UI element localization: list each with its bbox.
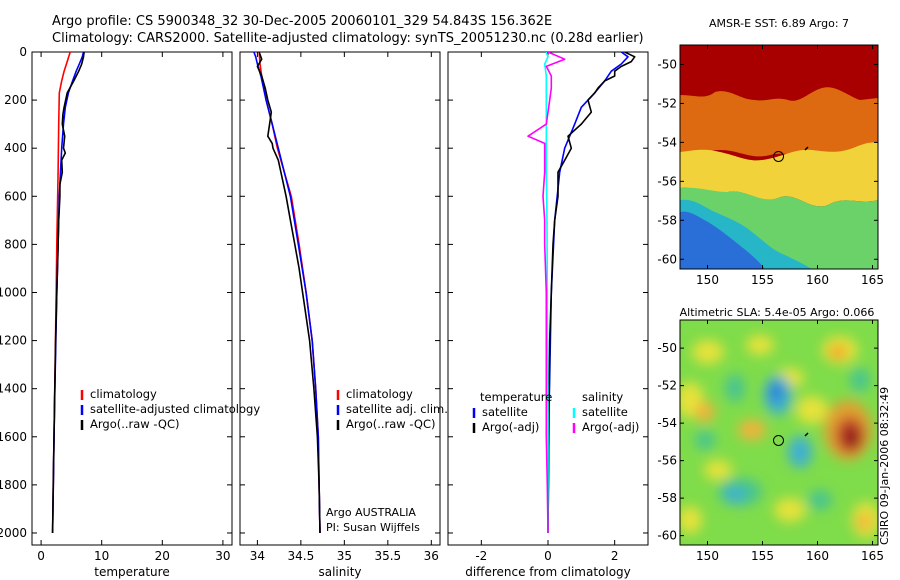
diff-xtick-label: 2 — [611, 549, 619, 563]
depth-tick-label: 1600 — [0, 430, 27, 444]
sst-ytick-label: -58 — [657, 213, 677, 227]
salinity-annotation-line-1: Argo AUSTRALIA — [326, 506, 416, 519]
sst-ytick-label: -60 — [657, 252, 677, 266]
diff-xlabel: difference from climatology — [465, 565, 631, 579]
sst-ytick-label: -54 — [657, 135, 677, 149]
depth-tick-label: 200 — [4, 93, 27, 107]
credit-label: CSIRO 09-Jan-2006 08:32:49 — [878, 387, 891, 545]
depth-tick-label: 0 — [19, 45, 27, 59]
header-line-1: Argo profile: CS 5900348_32 30-Dec-2005 … — [52, 14, 552, 29]
sal-series-1 — [253, 52, 321, 534]
diff-xtick-label: 0 — [544, 549, 552, 563]
sal-series-0 — [258, 52, 321, 534]
depth-tick-label: 400 — [4, 141, 27, 155]
sst-map-frame — [679, 44, 879, 270]
temp-series-2 — [51, 52, 85, 534]
sst-map-title: AMSR-E SST: 6.89 Argo: 7 — [709, 17, 849, 30]
sst-xtick-label: 165 — [861, 273, 884, 287]
depth-tick-label: 600 — [4, 189, 27, 203]
sst-ytick-label: -50 — [657, 57, 677, 71]
temp-series-0 — [51, 52, 71, 534]
sst-orange-band — [680, 87, 878, 160]
sal-series-2 — [256, 52, 321, 534]
sal-series-group — [253, 52, 321, 534]
sla-xtick-label: 165 — [861, 549, 884, 563]
sst-float-track — [804, 146, 809, 151]
diff-series-0 — [547, 52, 629, 534]
sla-map-frame — [679, 319, 879, 546]
sst-xtick-label: 155 — [751, 273, 774, 287]
sla-xtick-label: 155 — [751, 549, 774, 563]
sla-xtick-label: 160 — [806, 549, 829, 563]
depth-tick-label: 1800 — [0, 478, 27, 492]
temp-legend-label: climatology — [90, 387, 157, 401]
sla-ytick-label: -56 — [657, 454, 677, 468]
sal-xtick-label: 36 — [424, 549, 439, 563]
temp-legend-label: satellite-adjusted climatology — [90, 402, 260, 416]
diff-legend-title-salinity: salinity — [582, 390, 623, 404]
sal-legend-label: satellite adj. clim. — [346, 402, 448, 416]
salinity-panel: 34 34.5 35 35.5 36 salinity climatologysatelli… — [239, 51, 448, 579]
sla-map — [680, 320, 878, 545]
temp-xlabel: temperature — [94, 565, 169, 579]
sal-xtick-label: 34.5 — [288, 549, 315, 563]
diff-series-1 — [547, 52, 636, 534]
temp-xtick-label: 0 — [37, 549, 45, 563]
depth-tick-label: 2000 — [0, 526, 27, 540]
sla-float-track — [804, 432, 809, 437]
diff-legend-label: Argo(-adj) — [582, 420, 639, 434]
sla-float-marker — [773, 435, 784, 446]
diff-legend-label: satellite — [582, 405, 628, 419]
diff-series-3 — [527, 52, 566, 534]
diff-series-2 — [543, 52, 549, 533]
temperature-panel: 0 10 20 30 0 200 400 600 800 1000 1200 1400 1600 1800… — [0, 45, 260, 579]
depth-tick-label: 1200 — [0, 334, 27, 348]
sst-xtick-label: 150 — [696, 273, 719, 287]
sal-xlabel: salinity — [318, 565, 361, 579]
temp-xtick-label: 20 — [155, 549, 170, 563]
sal-axes-frame — [239, 51, 441, 546]
sla-xtick-label: 150 — [696, 549, 719, 563]
temp-axes-frame — [31, 51, 233, 546]
temp-xtick-label: 30 — [215, 549, 230, 563]
depth-tick-label: 1000 — [0, 285, 27, 299]
diff-legend-label: satellite — [482, 405, 528, 419]
temp-series-group — [51, 52, 85, 534]
sla-ytick-label: -54 — [657, 416, 677, 430]
salinity-annotation-line-2: PI: Susan Wijffels — [326, 521, 420, 534]
sal-legend-label: Argo(..raw -QC) — [346, 417, 436, 431]
sla-ytick-label: -58 — [657, 491, 677, 505]
depth-tick-label: 800 — [4, 237, 27, 251]
temp-xtick-label: 10 — [94, 549, 109, 563]
sla-ytick-label: -60 — [657, 529, 677, 543]
header-line-2: Climatology: CARS2000. Satellite-adjuste… — [52, 31, 644, 46]
sal-xtick-label: 35 — [337, 549, 352, 563]
sst-xtick-label: 160 — [806, 273, 829, 287]
sal-legend-label: climatology — [346, 387, 413, 401]
temp-legend-label: Argo(..raw -QC) — [90, 417, 180, 431]
sst-ytick-label: -52 — [657, 96, 677, 110]
sal-xtick-label: 34 — [250, 549, 265, 563]
sla-ytick-label: -52 — [657, 379, 677, 393]
difference-panel: -2 0 2 difference from climatology temperatu… — [447, 51, 649, 579]
sst-blue-band — [680, 211, 765, 269]
sal-xtick-label: 35.5 — [374, 549, 401, 563]
diff-series-group — [527, 52, 636, 534]
diff-legend-label: Argo(-adj) — [482, 420, 539, 434]
sst-yellow-band — [680, 142, 878, 207]
sla-map-title: Altimetric SLA: 5.4e-05 Argo: 0.066 — [680, 306, 875, 319]
sst-float-marker — [773, 151, 784, 162]
diff-legend-title-temperature: temperature — [480, 390, 552, 404]
diff-xtick-label: -2 — [475, 549, 487, 563]
sst-ytick-label: -56 — [657, 174, 677, 188]
depth-tick-label: 1400 — [0, 382, 27, 396]
sst-map — [680, 45, 878, 269]
sla-ytick-label: -50 — [657, 341, 677, 355]
